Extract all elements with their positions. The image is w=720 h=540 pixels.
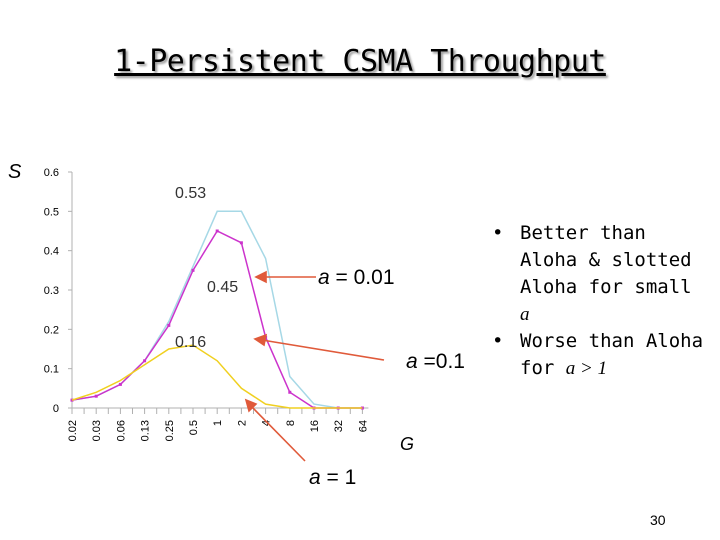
x-axis-label: G xyxy=(400,434,414,454)
series-2-point xyxy=(167,323,171,327)
x-axis-ticks: 0.02 0.03 0.06 0.13 0.25 0.5 1 2 4 8 16 32 64 xyxy=(67,408,369,441)
x-tick-label: 8 xyxy=(285,420,297,426)
bullet-item-1: • Better than Aloha & slotted Aloha for … xyxy=(492,220,712,328)
x-tick-label: 32 xyxy=(333,420,345,432)
x-tick-label: 2 xyxy=(236,420,248,426)
bullet-list: • Better than Aloha & slotted Aloha for … xyxy=(492,220,712,382)
bullet-text-1: Better than Aloha & slotted Aloha for sm… xyxy=(520,220,712,328)
annotation-a-1-var: a xyxy=(309,466,321,489)
annotation-a-1-value: = 1 xyxy=(327,466,357,489)
peak-label-053: 0.53 xyxy=(175,185,206,202)
y-tick-label: 0.5 xyxy=(44,206,59,218)
series-line-3 xyxy=(71,344,363,409)
series-2-point xyxy=(239,241,243,245)
chart-series xyxy=(70,210,364,410)
peak-label-016: 0.16 xyxy=(175,334,206,351)
series-2-point xyxy=(118,382,122,386)
bullet-dot: • xyxy=(492,222,504,244)
y-tick-label: 0.6 xyxy=(44,167,59,179)
bullet-text-2-var: a > 1 xyxy=(565,358,608,379)
arrowhead-a001 xyxy=(254,270,267,284)
peak-label-045: 0.45 xyxy=(207,279,238,296)
bullet-text-1-var: a xyxy=(520,304,530,325)
annotation-a-001-var: a xyxy=(318,266,330,289)
x-tick-label: 0.5 xyxy=(188,420,200,435)
annotation-arrows xyxy=(244,270,385,462)
y-tick-label: 0.3 xyxy=(44,285,59,297)
annotation-a-01-value: =0.1 xyxy=(424,350,465,373)
annotation-a-001-value: = 0.01 xyxy=(336,266,395,289)
series-2-point xyxy=(288,390,292,394)
x-tick-label: 4 xyxy=(261,420,273,426)
y-axis-ticks: 0.6 0.5 0.4 0.3 0.2 0.1 0 xyxy=(44,167,72,415)
annotation-a-01-var: a xyxy=(406,350,418,373)
slide-title: 1-Persistent CSMA Throughput xyxy=(114,44,606,79)
series-line-1 xyxy=(71,210,363,409)
x-tick-label: 64 xyxy=(357,420,369,432)
y-tick-label: 0 xyxy=(53,403,59,415)
bullet-text-1-body: Better than Aloha & slotted Aloha for sm… xyxy=(520,222,692,298)
y-tick-label: 0.1 xyxy=(44,364,59,376)
bullet-dot: • xyxy=(492,330,504,352)
series-2-point xyxy=(70,398,74,402)
series-line-2 xyxy=(71,230,363,409)
x-tick-label: 0.03 xyxy=(91,420,103,441)
annotation-a-01: a =0.1 xyxy=(406,350,465,373)
annotation-a-001: a = 0.01 xyxy=(318,266,395,289)
series-2-point xyxy=(191,268,195,272)
y-tick-label: 0.4 xyxy=(44,246,59,258)
arrow-a01 xyxy=(261,339,385,361)
series-2-point xyxy=(94,394,98,398)
bullet-text-2: Worse than Aloha for a > 1 xyxy=(520,328,712,382)
x-tick-label: 1 xyxy=(212,420,224,426)
annotation-a-1: a = 1 xyxy=(309,466,356,489)
bullet-text-2-body: Worse than Aloha for xyxy=(520,330,704,379)
arrow-a1 xyxy=(249,404,306,462)
bullet-item-2: • Worse than Aloha for a > 1 xyxy=(492,328,712,382)
x-tick-label: 0.02 xyxy=(67,420,79,441)
y-axis-label: S xyxy=(8,161,22,183)
y-tick-label: 0.2 xyxy=(44,324,59,336)
x-tick-label: 0.06 xyxy=(115,420,127,441)
x-tick-label: 0.13 xyxy=(140,420,152,441)
arrowhead-a1 xyxy=(244,398,258,413)
series-2-point xyxy=(143,359,147,363)
arrowhead-a01 xyxy=(253,333,268,347)
x-tick-label: 16 xyxy=(309,420,321,432)
series-2-point xyxy=(215,229,219,233)
x-tick-label: 0.25 xyxy=(164,420,176,441)
slide-number: 30 xyxy=(650,512,666,528)
